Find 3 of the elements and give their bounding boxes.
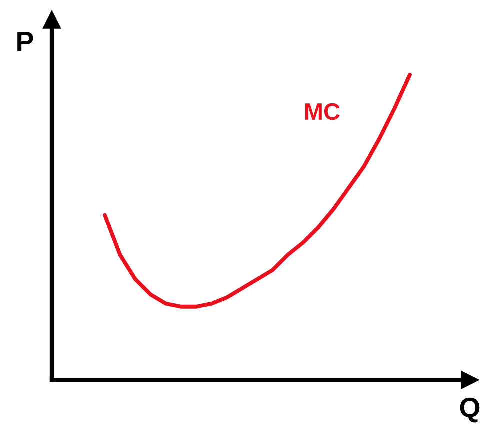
y-axis-title: P: [18, 32, 34, 52]
x-axis-title: Q: [460, 398, 480, 423]
series-label: MC: [305, 103, 340, 120]
